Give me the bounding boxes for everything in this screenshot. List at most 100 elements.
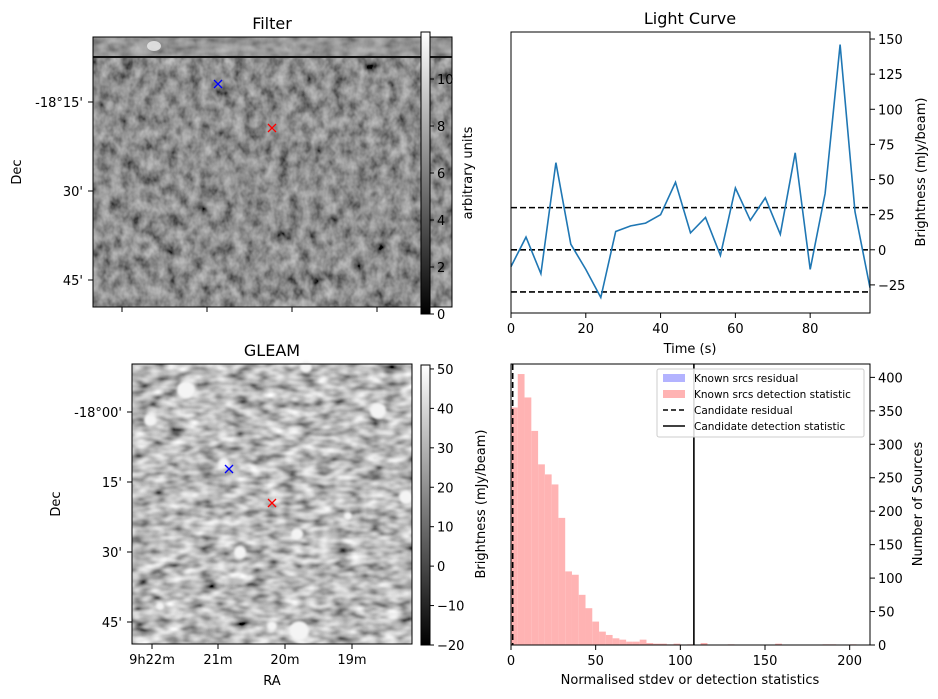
gleam-xtick-label: 19m	[337, 653, 366, 668]
histogram-bar	[660, 643, 667, 645]
colorbar-tick-label: 30	[437, 442, 454, 457]
light-curve-panel: Light Curve 0 20 40 60 80 −25 0 25 50 75 100 125 15…	[507, 9, 929, 357]
gleam-colorbar	[421, 365, 430, 645]
filter-red-x-marker	[267, 123, 277, 133]
histogram-bar	[639, 639, 647, 645]
gleam-frame	[131, 363, 413, 645]
ytick-label: 75	[878, 138, 895, 153]
histogram-bar	[551, 484, 559, 645]
colorbar-tick-label: 40	[437, 402, 454, 417]
colorbar-tick-label: 10	[437, 73, 454, 88]
xtick-label: 0	[507, 654, 515, 669]
filter-title: Filter	[252, 14, 292, 33]
filter-colorbar-ticks: 0 2 4 6 8 10	[430, 73, 454, 323]
histogram-ylabel-left: Brightness (mJy/beam)	[474, 430, 489, 579]
gleam-ylabel: Dec	[49, 491, 64, 516]
light-curve-xticks: 0 20 40 60 80	[507, 313, 819, 337]
filter-colorbar-label: arbitrary units	[461, 126, 476, 219]
histogram-bar	[531, 430, 539, 645]
ytick-label: 125	[878, 68, 903, 83]
gleam-ytick-label: -18°00'	[74, 406, 122, 421]
histogram-panel: 0 50 100 150 200 0 50 100 150 200 250 300 350 400 No…	[474, 363, 926, 688]
gleam-image	[132, 361, 413, 644]
colorbar-tick-label: −20	[437, 639, 464, 654]
legend-swatch-residual	[663, 374, 685, 382]
filter-blue-x-marker	[213, 79, 223, 89]
filter-ytick-label: 45'	[63, 274, 83, 289]
gleam-panel: GLEAM	[49, 341, 464, 689]
filter-image	[93, 37, 452, 307]
ytick-label: 100	[878, 572, 903, 587]
histogram-yticks: 0 50 100 150 200 250 300 350 400	[870, 371, 903, 654]
light-curve-title: Light Curve	[644, 9, 736, 28]
light-curve-xlabel: Time (s)	[663, 342, 717, 357]
gleam-ytick-label: 45'	[102, 616, 122, 631]
gleam-blue-x-marker	[224, 464, 234, 474]
filter-ylabel: Dec	[10, 159, 25, 184]
filter-bright-spot	[147, 41, 161, 51]
histogram-bar	[775, 643, 782, 645]
filter-ytick-label: -18°15'	[35, 96, 83, 111]
legend-label: Candidate detection statistic	[694, 421, 846, 433]
histogram-ylabel-right: Number of Sources	[911, 442, 926, 567]
xtick-label: 200	[837, 654, 862, 669]
histogram-frame	[510, 363, 871, 646]
filter-ytick-label: 30'	[63, 185, 83, 200]
colorbar-tick-label: 10	[437, 521, 454, 536]
filter-frame	[92, 36, 453, 308]
filter-colorbar	[421, 32, 430, 314]
xtick-label: 80	[802, 322, 819, 337]
histogram-xlabel: Normalised stdev or detection statistics	[561, 673, 820, 688]
histogram-bar	[565, 571, 572, 645]
ytick-label: 400	[878, 371, 903, 386]
histogram-bar	[605, 634, 613, 645]
ytick-label: 50	[878, 174, 895, 189]
histogram-bar	[517, 374, 525, 645]
legend-label: Known srcs residual	[694, 373, 798, 385]
histogram-bar	[558, 517, 566, 645]
histogram-bar	[619, 639, 627, 645]
xtick-label: 150	[753, 654, 778, 669]
histogram-bar	[592, 621, 600, 645]
colorbar-tick-label: 8	[437, 120, 445, 135]
histogram-bar	[626, 641, 633, 645]
histogram-bar	[585, 608, 593, 645]
light-curve-threshold-lines	[511, 206, 870, 293]
legend-label: Candidate residual	[694, 405, 793, 417]
ytick-label: 25	[878, 209, 895, 224]
gleam-xlabel: RA	[263, 674, 281, 689]
xtick-label: 100	[668, 654, 693, 669]
ytick-label: 150	[878, 539, 903, 554]
colorbar-tick-label: 50	[437, 363, 454, 378]
light-curve-series-line	[510, 44, 871, 300]
colorbar-tick-label: 4	[437, 214, 445, 229]
colorbar-tick-label: 0	[437, 308, 445, 323]
gleam-colorbar-ticks: −20 −10 0 10 20 30 40 50	[430, 363, 464, 654]
histogram-bar	[511, 407, 518, 645]
gleam-ytick-label: 30'	[102, 546, 122, 561]
legend-swatch-detection	[663, 390, 685, 398]
ytick-label: 50	[878, 606, 895, 621]
gleam-red-x-marker	[267, 498, 277, 508]
light-curve-frame	[510, 31, 871, 314]
ytick-label: 250	[878, 472, 903, 487]
ytick-label: 150	[878, 33, 903, 48]
gleam-xtick-label: 9h22m	[129, 653, 175, 668]
histogram-bar	[538, 464, 545, 645]
colorbar-tick-label: 2	[437, 261, 445, 276]
ytick-label: −25	[878, 279, 905, 294]
xtick-label: 50	[587, 654, 604, 669]
xtick-label: 0	[507, 322, 515, 337]
histogram-bar	[524, 397, 532, 645]
histogram-bars	[511, 374, 857, 645]
histogram-bar	[646, 642, 654, 645]
gleam-title: GLEAM	[244, 341, 300, 360]
histogram-bar	[599, 631, 606, 645]
light-curve-ylabel: Brightness (mJy/beam)	[914, 98, 929, 247]
histogram-bar	[578, 594, 586, 645]
legend-label: Known srcs detection statistic	[694, 389, 851, 401]
ytick-label: 200	[878, 505, 903, 520]
xtick-label: 40	[652, 322, 669, 337]
ytick-label: 0	[878, 244, 886, 259]
